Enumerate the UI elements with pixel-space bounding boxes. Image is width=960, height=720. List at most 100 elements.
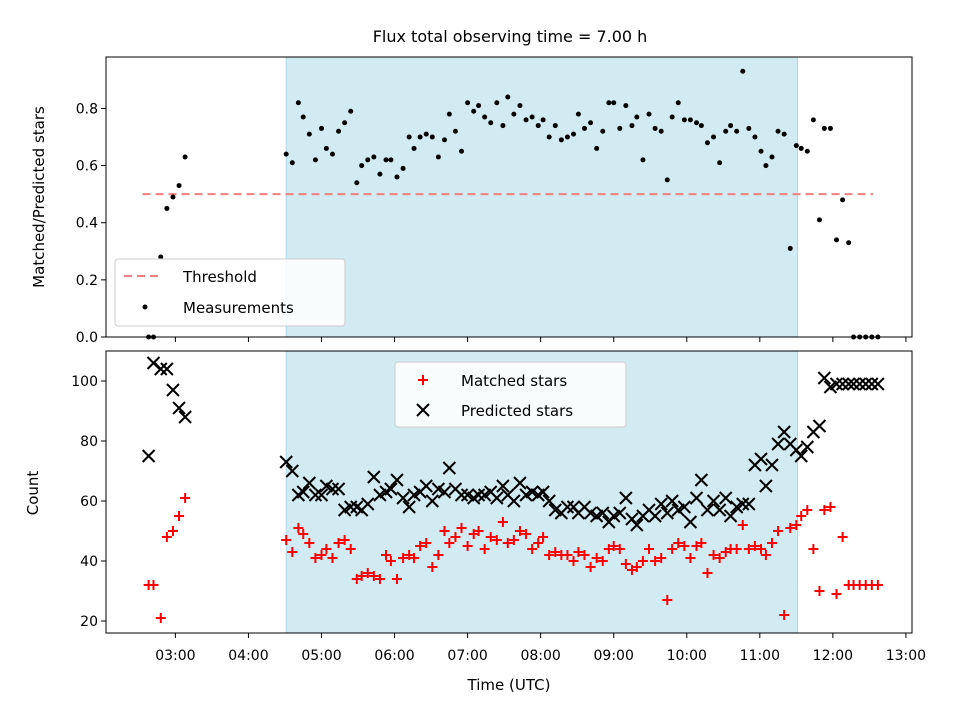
bottom-y-tick-label: 80 <box>80 434 98 450</box>
predicted-star-point <box>507 494 521 508</box>
matched-star-point <box>333 538 344 548</box>
measurement-point <box>652 125 658 131</box>
predicted-star-point <box>302 476 317 490</box>
predicted-star-point <box>437 485 452 499</box>
matched-star-point <box>650 556 661 566</box>
matched-star-point <box>421 538 432 548</box>
predicted-star-point <box>172 401 186 415</box>
measurement-point <box>687 117 693 123</box>
measurement-point <box>312 157 318 163</box>
predicted-star-point <box>771 437 785 451</box>
matched-star-point <box>714 553 725 563</box>
measurement-point <box>734 128 740 134</box>
measurement-point <box>517 103 523 109</box>
predicted-star-point <box>871 377 885 391</box>
measurement-point <box>459 148 465 154</box>
matched-star-point <box>502 538 513 548</box>
predicted-star-point <box>613 506 627 520</box>
predicted-star-point <box>829 377 844 391</box>
predicted-star-point <box>794 449 808 463</box>
measurement-point <box>476 103 482 109</box>
matched-star-point <box>427 562 438 572</box>
matched-star-point <box>760 550 771 560</box>
matched-star-point <box>544 550 555 560</box>
top-y-tick-label: 0.4 <box>76 216 98 232</box>
predicted-star-point <box>325 482 340 496</box>
x-tick-label: 10:00 <box>667 648 707 664</box>
matched-star-point <box>433 550 444 560</box>
top-y-tick-label: 0.6 <box>76 159 98 175</box>
measurement-point <box>500 123 506 129</box>
matched-star-point <box>702 568 713 578</box>
measurement-point <box>711 134 717 140</box>
measurement-point <box>594 145 600 151</box>
measurement-point <box>693 120 699 126</box>
matched-star-point <box>527 544 538 554</box>
measurement-point <box>488 120 494 126</box>
matched-star-point <box>444 538 455 548</box>
predicted-star-point <box>390 473 404 487</box>
measurement-point <box>675 100 681 106</box>
measurement-point <box>846 240 852 246</box>
bottom-y-tick-label: 60 <box>80 494 98 510</box>
measurement-point <box>763 163 769 169</box>
matched-star-point <box>773 526 784 536</box>
predicted-star-point <box>665 494 679 508</box>
matched-star-point <box>462 541 473 551</box>
predicted-star-point <box>654 497 668 511</box>
measurement-point <box>388 157 394 163</box>
x-tick-label: 12:00 <box>813 648 853 664</box>
matched-star-point <box>662 595 673 605</box>
top-y-tick-label: 0.2 <box>76 273 98 289</box>
predicted-star-point <box>367 470 381 484</box>
matched-star-point <box>167 526 178 536</box>
matched-star-point <box>391 574 402 584</box>
measurement-point <box>804 148 810 154</box>
matched-star-point <box>362 568 373 578</box>
predicted-star-point <box>285 464 299 478</box>
measurement-point <box>511 111 517 117</box>
matched-star-point <box>749 541 760 551</box>
matched-star-point <box>174 511 185 521</box>
x-tick-label: 04:00 <box>228 648 268 664</box>
matched-star-point <box>802 505 813 515</box>
matched-star-point <box>415 541 426 551</box>
matched-star-point <box>597 556 608 566</box>
measurement-point <box>164 205 170 211</box>
predicted-star-point <box>694 473 709 487</box>
predicted-star-point <box>141 449 156 463</box>
top-y-axis-label: Matched/Predicted stars <box>30 106 48 288</box>
matched-star-point <box>456 523 467 533</box>
measurement-point <box>571 131 577 137</box>
measurement-point <box>704 140 710 146</box>
predicted-star-point <box>513 476 527 490</box>
top-shaded-region <box>285 56 799 338</box>
matched-star-point <box>825 502 836 512</box>
matched-star-point <box>568 556 579 566</box>
measurement-point <box>728 123 734 129</box>
measurement-point <box>342 120 348 126</box>
x-tick-label: 13:00 <box>886 648 926 664</box>
measurement-point <box>740 68 746 74</box>
matched-star-point <box>538 532 549 542</box>
measurement-point <box>394 174 400 180</box>
measurement-point <box>698 123 704 129</box>
predicted-star-point <box>160 362 174 376</box>
x-tick-label: 03:00 <box>155 648 195 664</box>
measurement-point <box>769 154 775 160</box>
matched-star-point <box>808 544 819 554</box>
predicted-star-point <box>154 362 168 376</box>
matched-star-point <box>533 538 544 548</box>
legend-measurement-label: Measurements <box>183 299 294 317</box>
matched-star-point <box>696 538 707 548</box>
measurement-point <box>581 125 587 131</box>
legend-predicted-label: Predicted stars <box>461 402 573 420</box>
top-y-tick-label: 0.8 <box>76 101 98 117</box>
matched-star-point <box>585 562 596 572</box>
measurement-point <box>158 254 164 260</box>
predicted-star-point <box>706 494 721 508</box>
matched-star-point <box>637 556 648 566</box>
matched-star-point <box>508 535 519 545</box>
matched-star-point <box>667 544 678 554</box>
